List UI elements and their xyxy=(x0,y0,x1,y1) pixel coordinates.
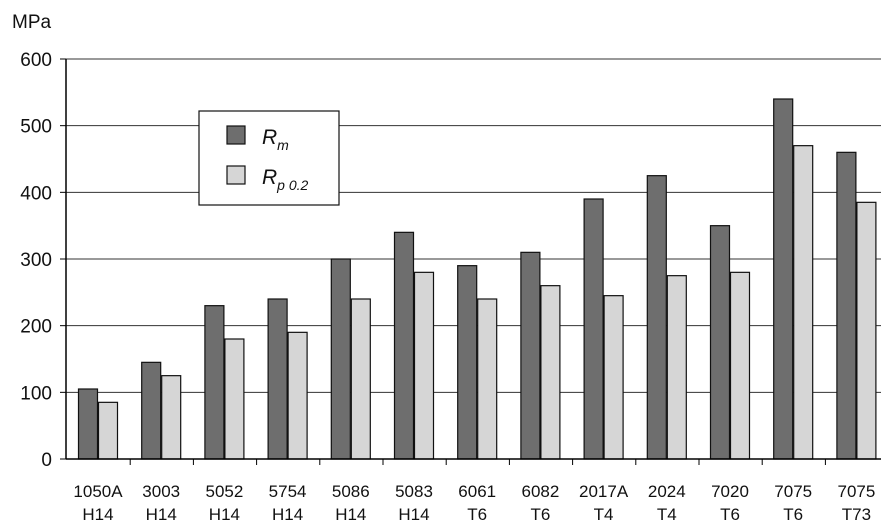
x-tick-label: H14 xyxy=(272,505,303,524)
bar-rp02 xyxy=(666,275,687,460)
bar-rp02 xyxy=(856,201,877,460)
bar-rp02 xyxy=(540,285,561,460)
x-tick-label: T6 xyxy=(720,505,740,524)
bar-rm xyxy=(836,151,857,460)
bar-rp02 xyxy=(793,145,814,460)
bar-rp02 xyxy=(224,338,245,460)
bar-rm xyxy=(457,265,478,460)
bar-rp02 xyxy=(97,401,119,460)
x-tick-label: 6082 xyxy=(521,482,559,501)
y-tick-label: 100 xyxy=(20,383,52,404)
y-tick-label: 0 xyxy=(41,450,52,471)
x-tick-label: 6061 xyxy=(458,482,496,501)
x-tick-label: H14 xyxy=(146,505,177,524)
x-tick-label: T73 xyxy=(842,505,871,524)
bar-rm xyxy=(520,251,541,460)
bar-rm xyxy=(330,258,351,460)
x-tick-label: 1050A xyxy=(73,482,123,501)
x-tick-label: 5052 xyxy=(205,482,243,501)
bar-rm xyxy=(646,175,667,460)
y-tick-label: 400 xyxy=(20,183,52,204)
x-tick-label: 3003 xyxy=(142,482,180,501)
y-tick-label: 600 xyxy=(20,50,52,71)
bar-rm xyxy=(709,225,731,460)
x-tick-label: H14 xyxy=(398,505,429,524)
legend-swatch xyxy=(226,165,246,185)
bar-rp02 xyxy=(729,271,751,460)
legend-swatch xyxy=(226,125,246,145)
bars xyxy=(77,98,877,460)
y-axis-label: MPa xyxy=(12,12,52,33)
x-tick-label: 7020 xyxy=(711,482,749,501)
x-tick-label: H14 xyxy=(209,505,240,524)
bar-rm xyxy=(77,388,99,460)
x-tick-label: 5083 xyxy=(395,482,433,501)
bar-rm xyxy=(393,231,415,460)
y-tick-label: 500 xyxy=(20,117,52,138)
y-tick-label: 200 xyxy=(20,317,52,338)
x-tick-label: 7075 xyxy=(837,482,875,501)
bar-rm xyxy=(583,198,604,460)
x-tick-label: H14 xyxy=(335,505,366,524)
bar-rp02 xyxy=(350,298,371,460)
legend-box xyxy=(198,110,340,206)
x-tick-label: 2024 xyxy=(648,482,686,501)
bar-rp02 xyxy=(603,295,624,460)
x-tick-label: T6 xyxy=(530,505,550,524)
axes: 0 100 200 300 400 500 600 1050A H14 3003 H14 5052 H1… xyxy=(20,50,881,524)
bar-rp02 xyxy=(287,331,308,460)
bar-rp02 xyxy=(161,375,182,460)
bar-rm xyxy=(267,298,288,460)
y-tick-label: 300 xyxy=(20,250,52,271)
bar-rm xyxy=(773,98,794,460)
x-tick-label: T6 xyxy=(783,505,803,524)
bar-rp02 xyxy=(413,271,435,460)
x-tick-label: H14 xyxy=(82,505,113,524)
bar-rp02 xyxy=(477,298,498,460)
x-tick-label: T4 xyxy=(657,505,677,524)
x-tick-label: 5086 xyxy=(332,482,370,501)
bar-rm xyxy=(204,305,225,460)
x-tick-label: 5754 xyxy=(269,482,307,501)
x-tick-label: T6 xyxy=(467,505,487,524)
bar-rm xyxy=(141,361,162,460)
x-tick-label: 2017A xyxy=(579,482,629,501)
x-tick-label: 7075 xyxy=(774,482,812,501)
x-tick-label: T4 xyxy=(594,505,614,524)
